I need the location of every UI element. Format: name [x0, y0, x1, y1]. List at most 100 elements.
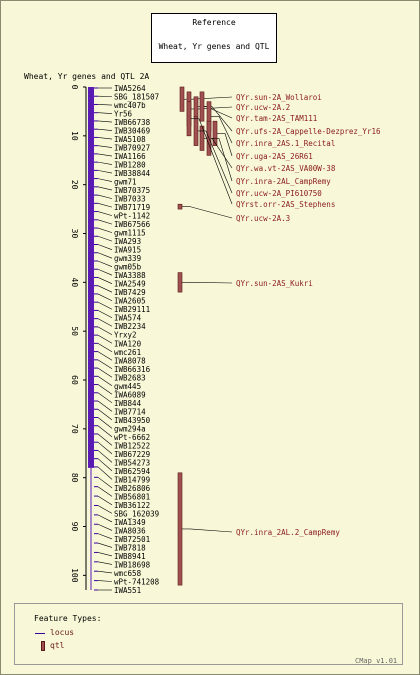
qtl-bar[interactable] — [199, 91, 205, 122]
locus-label[interactable]: IWB66316 — [114, 365, 151, 374]
qtl-label[interactable]: QYr.ufs-2A_Cappelle-Dezprez_Yr16 — [236, 127, 381, 136]
qtl-bar[interactable] — [193, 116, 199, 146]
locus-label[interactable]: Yrxy2 — [114, 331, 137, 340]
locus-label[interactable]: IWB7818 — [114, 543, 146, 552]
locus-label[interactable]: IWB8941 — [114, 552, 146, 561]
qtl-connector — [211, 138, 233, 169]
locus-label[interactable]: IWA1166 — [114, 152, 146, 161]
locus-label[interactable]: IWB66738 — [114, 118, 151, 127]
locus-label[interactable]: IWB43950 — [114, 416, 151, 425]
qtl-label[interactable]: QYr.uga-2AS_26R61 — [236, 152, 313, 161]
locus-label[interactable]: IWB70927 — [114, 144, 150, 153]
locus-connector — [97, 235, 113, 242]
locus-label[interactable]: IWB2234 — [114, 322, 146, 331]
locus-label[interactable]: IWB29111 — [114, 305, 150, 314]
locus-label[interactable]: IWA6089 — [114, 390, 146, 399]
qtl-label[interactable]: QYr.ucw-2A.2 — [236, 103, 290, 112]
locus-label[interactable]: IWB38844 — [114, 169, 151, 178]
locus-connector — [97, 161, 113, 165]
qtl-bar[interactable] — [193, 96, 199, 117]
locus-label[interactable]: IWA293 — [114, 237, 141, 246]
locus-label[interactable]: SBG_162039 — [114, 509, 159, 518]
locus-label[interactable]: wmc407b — [114, 101, 146, 110]
locus-label[interactable]: IWA1349 — [114, 518, 146, 527]
locus-label[interactable]: IWB14799 — [114, 475, 150, 484]
qtl-bar[interactable] — [179, 86, 185, 112]
map-title[interactable]: Wheat, Yr genes and QTL 2A — [24, 72, 150, 81]
locus-label[interactable]: IWB18698 — [114, 560, 151, 569]
locus-label[interactable]: IWB62594 — [114, 467, 151, 476]
locus-connector — [97, 514, 113, 523]
locus-label[interactable]: IWB12522 — [114, 441, 150, 450]
qtl-label[interactable]: QYr.ucw-2A.3 — [236, 214, 290, 223]
locus-label[interactable]: IWB7714 — [114, 407, 146, 416]
locus-label[interactable]: IWB70375 — [114, 186, 150, 195]
qtl-label[interactable]: QYr.sun-2A_Wollaroi — [236, 93, 322, 102]
locus-connector — [97, 227, 113, 233]
locus-label[interactable]: IWB26806 — [114, 484, 151, 493]
locus-label[interactable]: IWB2683 — [114, 373, 146, 382]
locus-label[interactable]: wPt-1142 — [114, 212, 150, 221]
locus-label[interactable]: IWA2549 — [114, 280, 146, 289]
qtl-label[interactable]: QYr.ucw-2A_PI610750 — [236, 189, 322, 198]
locus-label[interactable]: gwm05b — [114, 263, 142, 272]
locus-label[interactable]: gwm445 — [114, 382, 141, 391]
locus-connector — [97, 570, 113, 574]
qtl-label[interactable]: QYr.wa.vt-2AS_VA00W-38 — [236, 164, 336, 173]
qtl-bar[interactable] — [212, 120, 218, 146]
qtl-label[interactable]: QYr.sun-2AS_Kukri — [236, 279, 313, 288]
axis-tick-label: 0 — [70, 85, 79, 90]
locus-label[interactable]: wPt-6662 — [114, 433, 150, 442]
locus-connector — [97, 523, 113, 531]
locus-connector — [97, 194, 113, 199]
locus-label[interactable]: Yr56 — [114, 110, 133, 119]
locus-label[interactable]: gwm294a — [114, 424, 146, 433]
qtl-bar[interactable] — [177, 203, 183, 210]
locus-label[interactable]: IWB7033 — [114, 195, 146, 204]
locus-label[interactable]: IWB844 — [114, 399, 142, 408]
qtl-label[interactable]: QYr.inra_2AL.2_CampRemy — [236, 528, 340, 537]
locus-connector — [97, 285, 113, 293]
locus-label[interactable]: IWA120 — [114, 339, 142, 348]
locus-label[interactable]: IWB67566 — [114, 220, 151, 229]
locus-label[interactable]: IWB71719 — [114, 203, 150, 212]
qtl-bar[interactable] — [177, 472, 183, 586]
locus-label[interactable]: IWB54273 — [114, 458, 150, 467]
locus-label[interactable]: IWB67229 — [114, 450, 150, 459]
locus-label[interactable]: wmc261 — [114, 348, 141, 357]
locus-label[interactable]: wmc658 — [114, 569, 142, 578]
locus-label[interactable]: IWA3388 — [114, 271, 146, 280]
locus-label[interactable]: wPt-741208 — [114, 577, 160, 586]
qtl-connector — [205, 130, 233, 194]
locus-label[interactable]: IWB7429 — [114, 288, 146, 297]
qtl-bar[interactable] — [177, 272, 183, 293]
locus-label[interactable]: IWA8036 — [114, 526, 146, 535]
locus-label[interactable]: SBG_181507 — [114, 93, 159, 102]
qtl-label[interactable]: QYrst.orr-2AS_Stephens — [236, 200, 335, 209]
qtl-bar[interactable] — [186, 101, 192, 137]
locus-label[interactable]: gwm339 — [114, 254, 141, 263]
locus-label[interactable]: gwm71 — [114, 178, 137, 187]
locus-connector — [97, 359, 113, 370]
locus-connector — [97, 477, 113, 489]
locus-label[interactable]: IWB1280 — [114, 161, 146, 170]
locus-label[interactable]: IWB36122 — [114, 501, 150, 510]
locus-label[interactable]: gwm1115 — [114, 229, 146, 238]
locus-label[interactable]: IWA551 — [114, 586, 141, 595]
locus-label[interactable]: IWB56801 — [114, 492, 150, 501]
genetic-map: 0 10 20 30 40 50 60 70 80 90 100 IWA5264SBG_181507w… — [70, 84, 381, 595]
locus-label[interactable]: IWB72501 — [114, 535, 150, 544]
locus-label[interactable]: IWA5108 — [114, 135, 146, 144]
qtl-label[interactable]: QYr.tam-2AS_TAM111 — [236, 114, 317, 123]
locus-label[interactable]: IWA8078 — [114, 356, 146, 365]
locus-label[interactable]: IWA5264 — [114, 84, 146, 93]
reference-subtitle: Wheat, Yr genes and QTL — [158, 42, 270, 51]
axis-tick-label: 80 — [70, 473, 79, 483]
qtl-label[interactable]: QYr.inra_2AS.1_Recital — [236, 139, 335, 148]
qtl-label[interactable]: QYr.inra-2AL_CampRemy — [236, 177, 331, 186]
locus-label[interactable]: IWA915 — [114, 246, 141, 255]
locus-label[interactable]: IWA574 — [114, 314, 142, 323]
locus-label[interactable]: IWA2605 — [114, 297, 146, 306]
legend-item-qtl: qtl — [50, 641, 65, 650]
locus-label[interactable]: IWB30469 — [114, 127, 150, 136]
